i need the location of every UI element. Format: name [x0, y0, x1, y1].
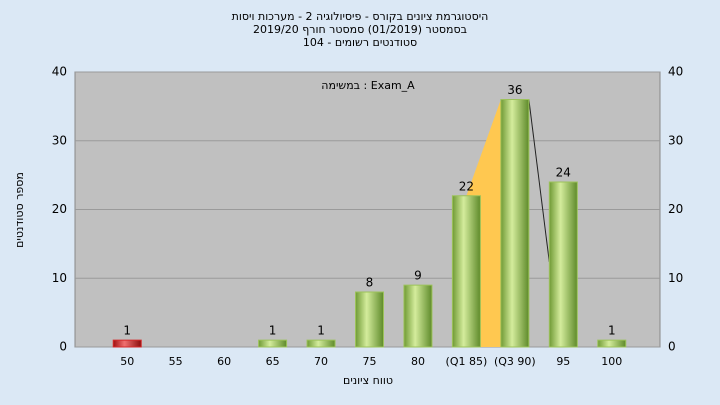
bar — [500, 99, 530, 348]
data-label: 1 — [269, 324, 277, 338]
bar — [355, 291, 384, 348]
y-tick-label: 40 — [52, 65, 67, 79]
chart-title: היסטוגרמת ציונים בקורס - פיסיולוגיה 2 - … — [232, 10, 489, 23]
x-tick-label: 100 — [601, 355, 622, 368]
y-axis-label: מספר סטודנטים — [13, 172, 26, 248]
bar — [597, 339, 627, 348]
bar — [258, 339, 288, 348]
y-tick-label: 30 — [52, 133, 67, 147]
x-axis-label: טווח ציונים — [343, 374, 393, 387]
chart-subtitle: סטודנטים רשומים - 104 — [303, 36, 417, 49]
data-label: 1 — [608, 324, 616, 338]
x-tick-label: 95 — [556, 355, 570, 368]
y-tick-label: 0 — [59, 340, 67, 354]
bar — [548, 181, 578, 348]
data-label: 22 — [459, 179, 474, 193]
data-label: 36 — [507, 83, 522, 97]
x-tick-label: 70 — [314, 355, 328, 368]
chart-subtitle: בסמסטר (01/2019) סמסטר חורף 2019/20 — [253, 23, 467, 36]
x-tick-label: 75 — [363, 355, 377, 368]
x-tick-label: (Q3 90) — [494, 355, 536, 368]
y-tick-label: 20 — [52, 202, 67, 216]
y2-tick-label: 40 — [668, 65, 683, 79]
x-tick-label: (Q1 85) — [446, 355, 488, 368]
bar — [112, 339, 142, 348]
y2-tick-label: 20 — [668, 202, 683, 216]
y2-tick-label: 30 — [668, 133, 683, 147]
bar — [451, 195, 481, 348]
bar — [306, 339, 336, 348]
x-tick-label: 80 — [411, 355, 425, 368]
y2-tick-label: 10 — [668, 271, 683, 285]
x-tick-label: 65 — [266, 355, 280, 368]
x-tick-label: 50 — [120, 355, 134, 368]
data-label: 1 — [123, 324, 131, 338]
decoration-line — [528, 99, 550, 263]
bar — [403, 284, 433, 348]
y-tick-label: 10 — [52, 271, 67, 285]
data-label: 8 — [366, 276, 374, 290]
x-tick-label: 55 — [169, 355, 183, 368]
data-label: 9 — [414, 269, 422, 283]
data-label: 24 — [556, 166, 571, 180]
y2-tick-label: 0 — [668, 340, 676, 354]
x-tick-label: 60 — [217, 355, 231, 368]
data-label: 1 — [317, 324, 325, 338]
annotation: Exam_A : במשימה — [321, 79, 415, 92]
